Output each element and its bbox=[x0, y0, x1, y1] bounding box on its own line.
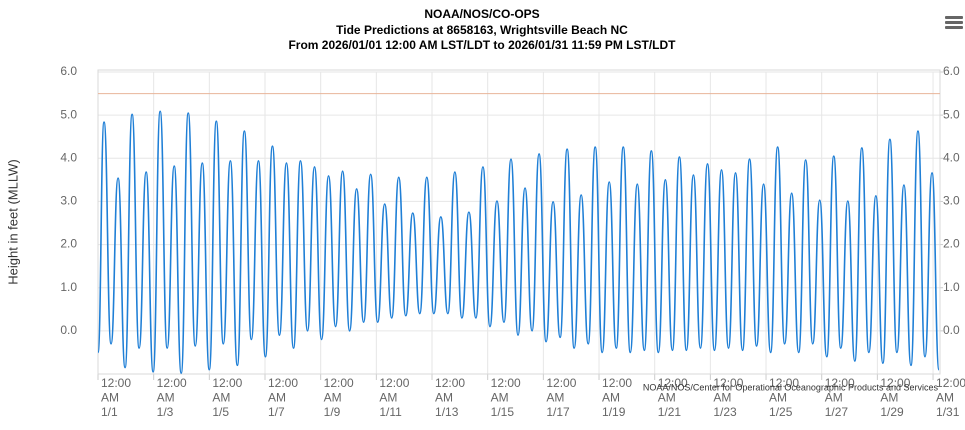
y-tick-label: 0.0 bbox=[60, 323, 77, 337]
x-tick-label: 12:00 AM 1/25 bbox=[769, 376, 799, 419]
x-tick-label-line: 12:00 bbox=[268, 376, 298, 390]
y2-tick-label: 2.0 bbox=[943, 237, 960, 251]
x-tick-label-line: AM bbox=[324, 391, 342, 405]
y2-tick-label: 5.0 bbox=[943, 107, 960, 121]
y-tick-label: 5.0 bbox=[60, 107, 77, 121]
plot-border bbox=[97, 69, 941, 375]
y-tick-label: 2.0 bbox=[60, 237, 77, 251]
credit: NOAA/NOS/Center for Operational Oceanogr… bbox=[643, 382, 939, 392]
x-tick-label-line: 1/5 bbox=[212, 405, 229, 419]
x-tick-label-line: 12:00 bbox=[157, 376, 187, 390]
x-tick-label-line: 1/1 bbox=[101, 405, 118, 419]
y2-tick-label: 3.0 bbox=[943, 194, 960, 208]
x-tick-label-line: AM bbox=[546, 391, 564, 405]
y2-tick-label: 0.0 bbox=[943, 323, 960, 337]
x-tick-label-line: 1/15 bbox=[491, 405, 515, 419]
x-tick-label-line: AM bbox=[379, 391, 397, 405]
x-tick-label-line: 12:00 bbox=[546, 376, 576, 390]
x-tick-label-line: AM bbox=[435, 391, 453, 405]
x-tick-label: 12:00 AM 1/23 bbox=[713, 376, 743, 419]
x-tick-label-line: 1/21 bbox=[658, 405, 682, 419]
x-tick-label: 12:00 AM 1/19 bbox=[602, 376, 632, 419]
x-tick-label-line: AM bbox=[825, 391, 843, 405]
x-tick-label-line: 12:00 bbox=[769, 376, 799, 390]
x-tick-label-line: AM bbox=[268, 391, 286, 405]
x-tick-label: 12:00 AM 1/9 bbox=[324, 376, 354, 419]
x-tick-label: 12:00 AM 1/17 bbox=[546, 376, 576, 419]
x-tick-label-line: 12:00 bbox=[825, 376, 855, 390]
y2-tick-label: 6.0 bbox=[943, 64, 960, 78]
x-tick-label: 12:00 AM 1/27 bbox=[825, 376, 855, 419]
x-tick-label-line: AM bbox=[101, 391, 119, 405]
x-tick-label-line: AM bbox=[157, 391, 175, 405]
x-tick-label-line: 12:00 bbox=[435, 376, 465, 390]
menu-button[interactable] bbox=[945, 16, 963, 29]
x-tick-label: 12:00 AM 1/11 bbox=[379, 376, 409, 419]
chart-title: From 2026/01/01 12:00 AM LST/LDT to 2026… bbox=[288, 38, 676, 52]
x-tick-label-line: 1/19 bbox=[602, 405, 626, 419]
x-tick-label-line: 12:00 bbox=[212, 376, 242, 390]
chart-title: Tide Predictions at 8658163, Wrightsvill… bbox=[336, 23, 628, 37]
x-tick-label-line: 12:00 bbox=[602, 376, 632, 390]
x-tick-label-line: 12:00 bbox=[491, 376, 521, 390]
x-tick-label: 12:00 AM 1/7 bbox=[268, 376, 298, 419]
x-tick-label-line: AM bbox=[769, 391, 787, 405]
chart-title: NOAA/NOS/CO-OPS bbox=[424, 7, 539, 21]
x-tick-label-line: AM bbox=[658, 391, 676, 405]
y-tick-label: 1.0 bbox=[60, 280, 77, 294]
x-tick-label-line: AM bbox=[713, 391, 731, 405]
y-tick-label: 3.0 bbox=[60, 194, 77, 208]
x-tick-label-line: 12:00 bbox=[713, 376, 743, 390]
x-tick-label-line: AM bbox=[936, 391, 954, 405]
x-tick-label: 12:00 AM 1/13 bbox=[435, 376, 465, 419]
x-tick-label-line: 12:00 bbox=[379, 376, 409, 390]
x-tick-label-line: AM bbox=[602, 391, 620, 405]
x-tick-label-line: 1/3 bbox=[157, 405, 174, 419]
menu-bar[interactable] bbox=[945, 26, 963, 29]
menu-bar[interactable] bbox=[945, 16, 963, 19]
x-tick-label-line: 1/17 bbox=[546, 405, 570, 419]
y-tick-label: 4.0 bbox=[60, 150, 77, 164]
x-tick-label: 12:00 AM 1/1 bbox=[101, 376, 131, 419]
x-tick-label-line: 1/11 bbox=[379, 405, 402, 419]
x-tick-label-line: 12:00 bbox=[101, 376, 131, 390]
y2-tick-label: 4.0 bbox=[943, 150, 960, 164]
x-tick-label: 12:00 AM 1/21 bbox=[658, 376, 688, 419]
x-tick-label: 12:00 AM 1/3 bbox=[157, 376, 187, 419]
x-tick-label: 12:00 AM 1/15 bbox=[491, 376, 521, 419]
x-tick-label: 12:00 AM 1/5 bbox=[212, 376, 242, 419]
x-tick-label-line: 1/27 bbox=[825, 405, 849, 419]
y2-tick-label: 1.0 bbox=[943, 280, 960, 294]
x-tick-label-line: 12:00 bbox=[324, 376, 354, 390]
x-tick-label-line: 12:00 bbox=[880, 376, 910, 390]
x-tick-label-line: 1/29 bbox=[880, 405, 904, 419]
x-tick-label-line: AM bbox=[212, 391, 230, 405]
x-tick-label-line: 12:00 bbox=[936, 376, 965, 390]
menu-bar[interactable] bbox=[945, 21, 963, 24]
x-tick-label-line: 1/23 bbox=[713, 405, 737, 419]
x-tick-label-line: 1/25 bbox=[769, 405, 793, 419]
x-tick-label-line: 1/31 bbox=[936, 405, 960, 419]
x-tick-label-line: 1/7 bbox=[268, 405, 285, 419]
x-tick-label-line: 12:00 bbox=[658, 376, 688, 390]
x-tick-label-line: AM bbox=[491, 391, 509, 405]
x-tick-label: 12:00 AM 1/29 bbox=[880, 376, 910, 419]
x-tick-label-line: 1/13 bbox=[435, 405, 459, 419]
y-tick-label: 6.0 bbox=[60, 64, 77, 78]
y-axis-label: Height in feet (MLLW) bbox=[5, 159, 20, 284]
x-tick-label-line: 1/9 bbox=[324, 405, 341, 419]
x-tick-label: 12:00 AM 1/31 bbox=[936, 376, 965, 419]
tide-line bbox=[97, 110, 940, 374]
x-tick-label-line: AM bbox=[880, 391, 898, 405]
